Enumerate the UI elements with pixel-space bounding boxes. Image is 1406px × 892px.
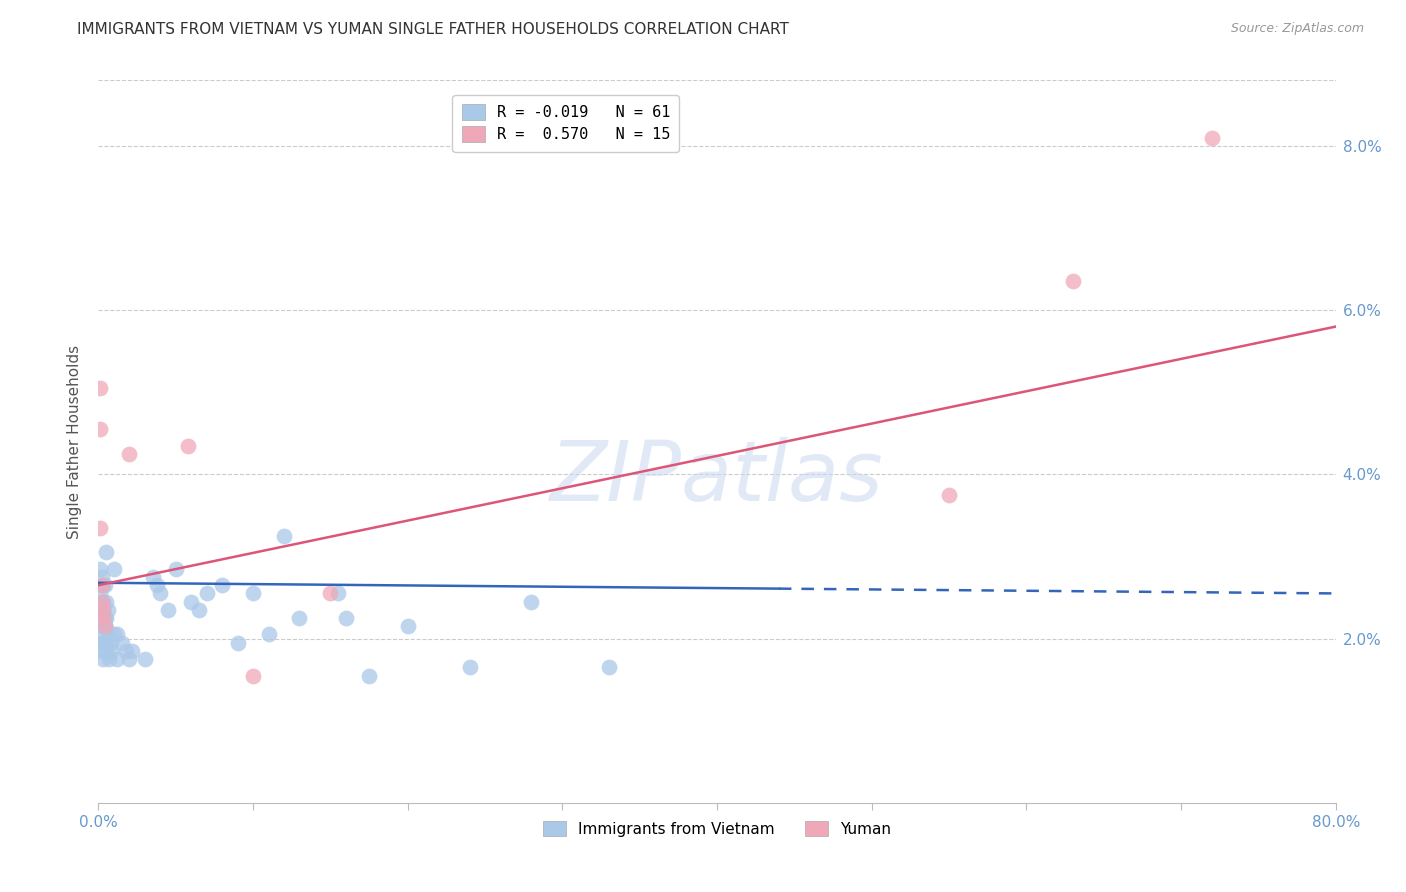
- Text: Source: ZipAtlas.com: Source: ZipAtlas.com: [1230, 22, 1364, 36]
- Point: [89, 521, 111, 535]
- Point: [520, 594, 543, 608]
- Point: [103, 627, 125, 641]
- Point: [188, 603, 211, 617]
- Point: [335, 611, 357, 625]
- Point: [319, 586, 342, 600]
- Point: [141, 570, 165, 584]
- Point: [89, 422, 111, 436]
- Point: [938, 488, 960, 502]
- Point: [242, 668, 264, 682]
- Point: [121, 644, 143, 658]
- Point: [111, 636, 132, 650]
- Point: [90, 594, 112, 608]
- Point: [105, 627, 128, 641]
- Point: [91, 611, 114, 625]
- Point: [91, 578, 114, 592]
- Point: [93, 578, 115, 592]
- Point: [89, 603, 111, 617]
- Point: [1062, 275, 1084, 289]
- Point: [93, 619, 115, 633]
- Point: [396, 619, 419, 633]
- Point: [90, 603, 112, 617]
- Point: [118, 447, 141, 461]
- Point: [134, 652, 156, 666]
- Point: [97, 627, 120, 641]
- Point: [118, 652, 141, 666]
- Point: [89, 619, 111, 633]
- Point: [195, 586, 218, 600]
- Point: [149, 586, 172, 600]
- Point: [257, 627, 280, 641]
- Point: [90, 578, 112, 592]
- Point: [89, 562, 111, 576]
- Point: [89, 586, 111, 600]
- Point: [242, 586, 264, 600]
- Point: [90, 644, 112, 658]
- Point: [89, 611, 111, 625]
- Point: [180, 594, 202, 608]
- Point: [157, 603, 180, 617]
- Point: [91, 611, 114, 625]
- Point: [96, 644, 118, 658]
- Point: [598, 660, 620, 674]
- Point: [96, 545, 118, 559]
- Point: [1201, 130, 1223, 145]
- Point: [357, 668, 380, 682]
- Point: [96, 636, 118, 650]
- Point: [211, 578, 233, 592]
- Point: [89, 636, 111, 650]
- Point: [177, 439, 200, 453]
- Legend: Immigrants from Vietnam, Yuman: Immigrants from Vietnam, Yuman: [534, 812, 900, 846]
- Text: ZIPatlas: ZIPatlas: [550, 437, 884, 518]
- Point: [288, 611, 311, 625]
- Point: [226, 636, 249, 650]
- Point: [273, 529, 295, 543]
- Point: [326, 586, 350, 600]
- Point: [165, 562, 187, 576]
- Point: [93, 619, 115, 633]
- Y-axis label: Single Father Households: Single Father Households: [67, 344, 83, 539]
- Point: [91, 603, 114, 617]
- Point: [103, 562, 125, 576]
- Point: [93, 619, 115, 633]
- Point: [96, 594, 118, 608]
- Point: [91, 594, 114, 608]
- Point: [90, 594, 112, 608]
- Text: IMMIGRANTS FROM VIETNAM VS YUMAN SINGLE FATHER HOUSEHOLDS CORRELATION CHART: IMMIGRANTS FROM VIETNAM VS YUMAN SINGLE …: [77, 22, 789, 37]
- Point: [91, 636, 114, 650]
- Point: [91, 652, 114, 666]
- Point: [105, 652, 128, 666]
- Point: [458, 660, 481, 674]
- Point: [90, 570, 112, 584]
- Point: [96, 611, 118, 625]
- Point: [89, 381, 111, 395]
- Point: [90, 627, 112, 641]
- Point: [97, 603, 120, 617]
- Point: [115, 644, 138, 658]
- Point: [98, 652, 121, 666]
- Point: [100, 636, 122, 650]
- Point: [100, 644, 122, 658]
- Point: [146, 578, 169, 592]
- Point: [91, 603, 114, 617]
- Point: [93, 611, 115, 625]
